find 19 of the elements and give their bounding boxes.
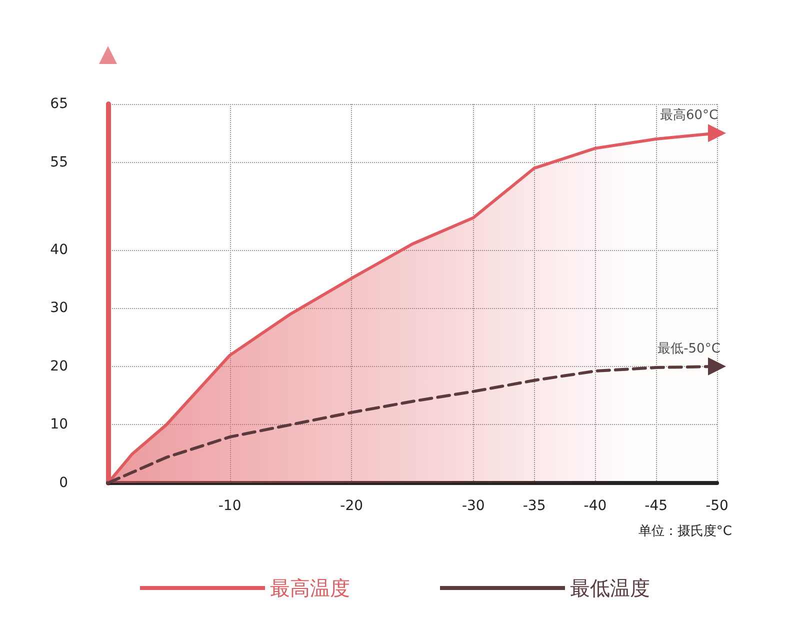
annotation: 最高60°C (660, 107, 718, 124)
x-tick-label: -40 (584, 498, 607, 514)
x-tick-label: -35 (522, 498, 546, 514)
x-tick-label: -10 (218, 498, 242, 514)
x-tick-label: -30 (462, 498, 485, 514)
x-tick-label: -45 (644, 498, 668, 514)
y-tick-label: 65 (50, 96, 68, 112)
annotation: 最低-50°C (658, 341, 720, 356)
x-tick-label: -20 (340, 498, 364, 514)
x-tick-label: -50 (706, 498, 728, 514)
text: 最高温度 (270, 576, 350, 600)
y-tick-label: 0 (59, 475, 68, 491)
text: 单位：摄氏度°C (638, 523, 732, 539)
text: 最低温度 (570, 576, 650, 600)
y-tick-label: 30 (50, 300, 68, 316)
y-tick-label: 40 (50, 242, 68, 258)
y-tick-label: 10 (50, 416, 68, 433)
y-tick-label: 55 (50, 154, 68, 170)
y-tick-label: 20 (50, 358, 68, 374)
